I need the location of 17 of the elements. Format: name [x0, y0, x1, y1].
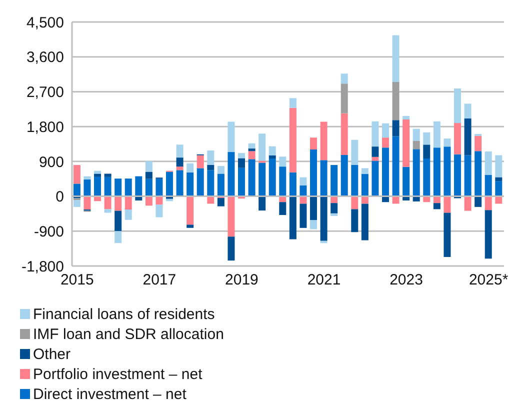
- y-tick-label: 1,800: [26, 118, 64, 136]
- x-tick-label: 2025*: [468, 272, 508, 289]
- y-tick-label: 0: [56, 188, 64, 206]
- y-tick-label: 4,500: [26, 14, 64, 32]
- y-tick-label: 3,600: [26, 49, 64, 66]
- y-tick-label: -900: [34, 223, 64, 240]
- legend-label: Portfolio investment – net: [33, 366, 202, 382]
- legend-label: Financial loans of residents: [33, 306, 215, 322]
- x-tick-label: 2023: [390, 272, 423, 289]
- legend-label: Other: [33, 346, 71, 362]
- x-tick-label: 2021: [307, 272, 341, 289]
- y-tick-label: 900: [38, 154, 64, 171]
- x-tick-label: 2019: [225, 272, 258, 289]
- y-tick-label: 2,700: [26, 84, 64, 102]
- legend-label: IMF loan and SDR allocation: [33, 326, 224, 342]
- legend-label: Direct investment – net: [33, 386, 186, 402]
- x-tick-label: 2017: [142, 272, 176, 289]
